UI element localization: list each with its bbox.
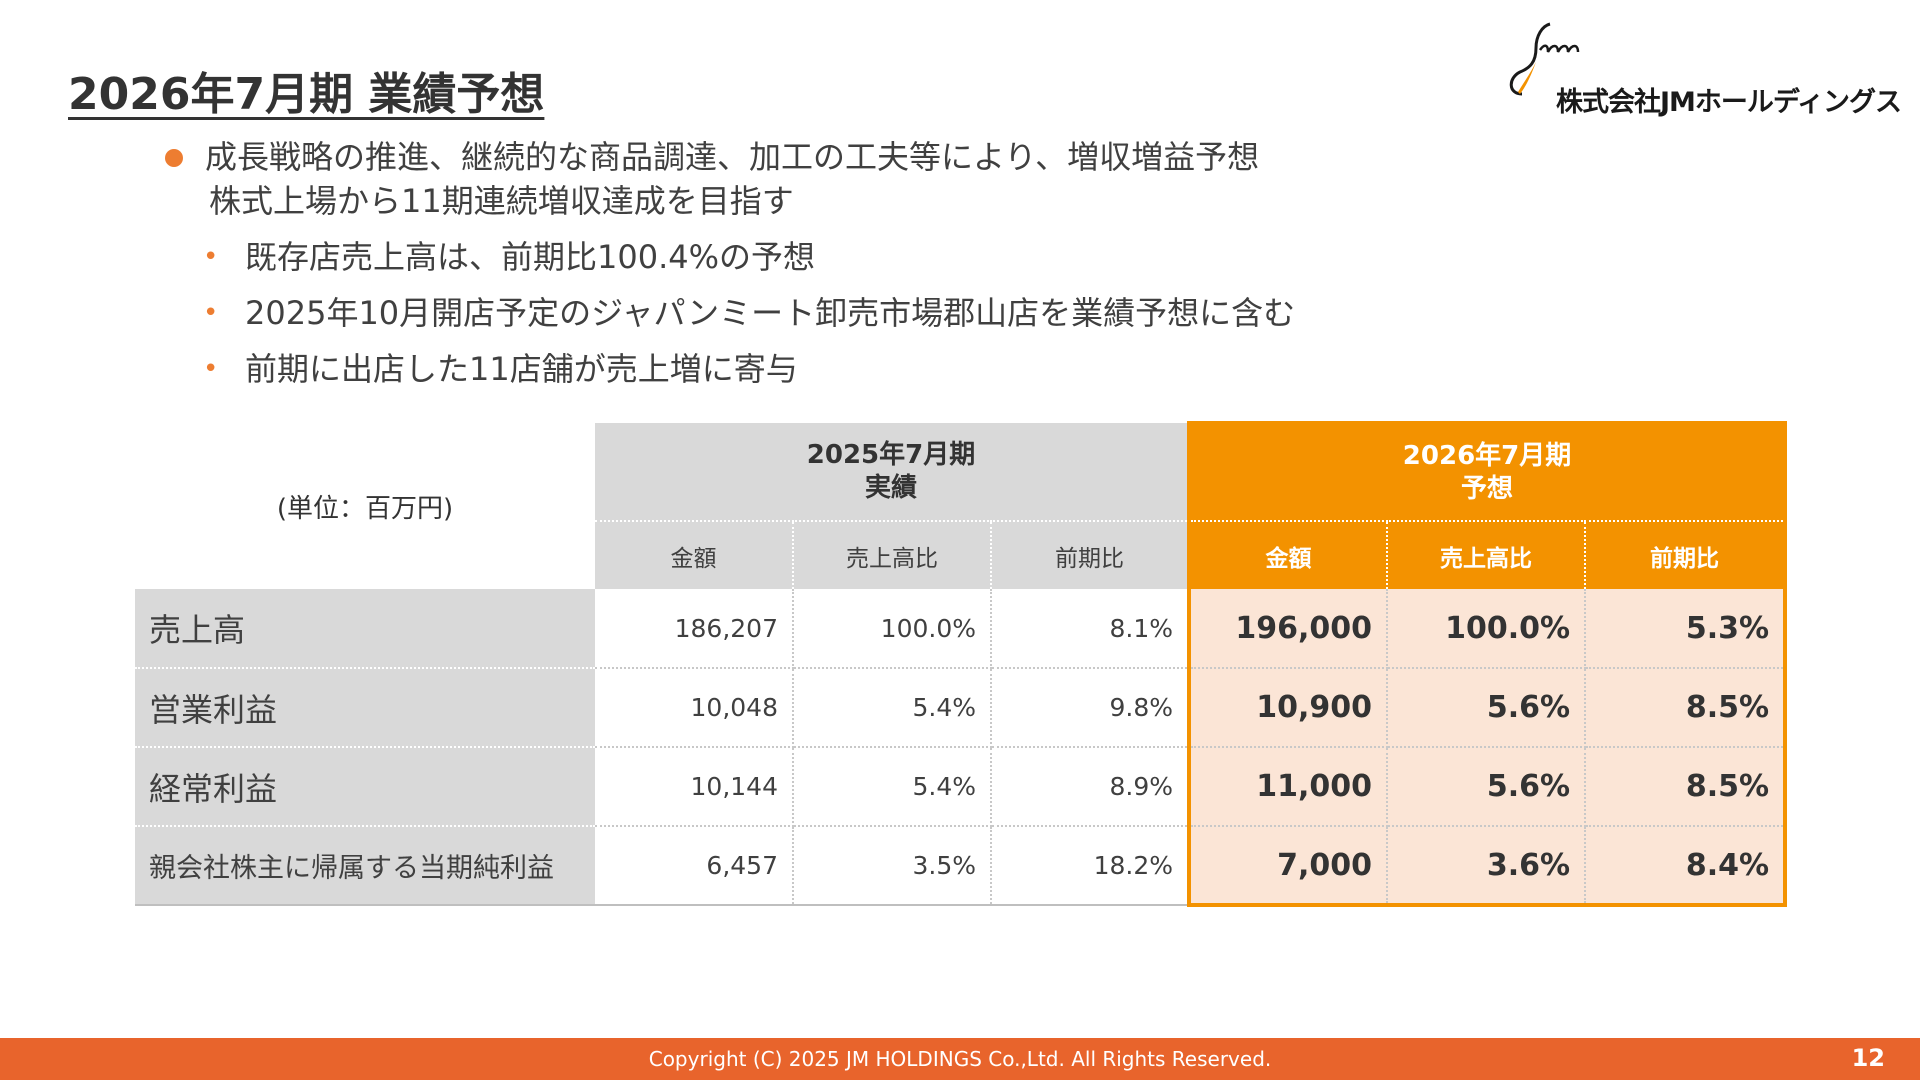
- table-row: 営業利益 10,048 5.4% 9.8% 10,900 5.6% 8.5%: [135, 668, 1788, 748]
- company-name: 株式会社JMホールディングス: [1556, 87, 1902, 118]
- forecast-amount: 7,000: [1187, 826, 1389, 907]
- page-number: 12: [1851, 1044, 1885, 1072]
- actual-period-label: 2025年7月期: [806, 439, 976, 470]
- actual-period-type: 実績: [865, 472, 918, 503]
- actual-sales-ratio: 3.5%: [793, 826, 992, 906]
- forecast-amount: 11,000: [1187, 747, 1389, 827]
- forecast-sales-ratio: 3.6%: [1387, 826, 1587, 907]
- sub-bullet-marker: •: [203, 242, 219, 272]
- forecast-yoy: 5.3%: [1585, 589, 1788, 669]
- row-label: 経常利益: [135, 747, 595, 827]
- page-title: 2026年7月期 業績予想: [68, 69, 545, 120]
- actual-yoy: 18.2%: [991, 826, 1191, 906]
- actual-sales-ratio: 5.4%: [793, 747, 992, 827]
- sub-bullet: • 前期に出店した11店舗が売上増に寄与: [165, 347, 1295, 391]
- row-label: 売上高: [135, 589, 595, 669]
- bullet-list: 成長戦略の推進、継続的な商品調達、加工の工夫等により、増収増益予想 株式上場から…: [165, 135, 1295, 391]
- forecast-sales-ratio: 5.6%: [1387, 747, 1587, 827]
- main-bullet-line2: 株式上場から11期連続増収達成を目指す: [209, 182, 794, 220]
- actual-amount: 186,207: [595, 589, 794, 669]
- row-label: 親会社株主に帰属する当期純利益: [135, 826, 595, 906]
- forecast-yoy: 8.5%: [1585, 747, 1788, 827]
- forecast-yoy: 8.4%: [1585, 826, 1788, 907]
- table-row: 親会社株主に帰属する当期純利益 6,457 3.5% 18.2% 7,000 3…: [135, 826, 1788, 907]
- col-header-sales-ratio: 売上高比: [793, 521, 992, 589]
- table-row: 経常利益 10,144 5.4% 8.9% 11,000 5.6% 8.5%: [135, 747, 1788, 827]
- actual-yoy: 9.8%: [991, 668, 1191, 748]
- sub-bullet-marker: •: [203, 298, 219, 328]
- forecast-amount: 10,900: [1187, 668, 1389, 748]
- sub-bullet-text: 前期に出店した11店舗が売上増に寄与: [245, 350, 798, 388]
- row-label: 営業利益: [135, 668, 595, 748]
- sub-bullet: • 既存店売上高は、前期比100.4%の予想: [165, 235, 1295, 279]
- actual-sales-ratio: 5.4%: [793, 668, 992, 748]
- col-header-sales-ratio: 売上高比: [1387, 521, 1587, 589]
- actual-yoy: 8.1%: [991, 589, 1191, 669]
- col-header-yoy: 前期比: [991, 521, 1191, 589]
- unit-label: (単位：百万円): [276, 493, 454, 524]
- actual-amount: 10,048: [595, 668, 794, 748]
- forecast-table: (単位：百万円) 2025年7月期 実績 2026年7月期 予想 金額 売上高比…: [135, 421, 1788, 907]
- copyright-text: Copyright (C) 2025 JM HOLDINGS Co.,Ltd. …: [648, 1047, 1272, 1071]
- sub-bullet-marker: •: [203, 354, 219, 384]
- sub-bullet-text: 既存店売上高は、前期比100.4%の予想: [245, 238, 816, 276]
- actual-yoy: 8.9%: [991, 747, 1191, 827]
- forecast-period-header: 2026年7月期 予想: [1187, 421, 1788, 522]
- forecast-amount: 196,000: [1187, 589, 1389, 669]
- actual-amount: 10,144: [595, 747, 794, 827]
- main-bullet-line1: 成長戦略の推進、継続的な商品調達、加工の工夫等により、増収増益予想: [205, 138, 1260, 176]
- col-header-amount: 金額: [1187, 521, 1389, 589]
- actual-period-header: 2025年7月期 実績: [595, 423, 1190, 522]
- sub-bullet-text: 2025年10月開店予定のジャパンミート卸売市場郡山店を業績予想に含む: [245, 294, 1296, 332]
- actual-amount: 6,457: [595, 826, 794, 906]
- sub-bullet: • 2025年10月開店予定のジャパンミート卸売市場郡山店を業績予想に含む: [165, 291, 1295, 335]
- jm-logo-icon: [1509, 22, 1580, 96]
- bullet-dot-icon: [165, 149, 183, 167]
- col-header-amount: 金額: [595, 521, 794, 589]
- actual-sales-ratio: 100.0%: [793, 589, 992, 669]
- table-row: 売上高 186,207 100.0% 8.1% 196,000 100.0% 5…: [135, 589, 1788, 669]
- forecast-sales-ratio: 5.6%: [1387, 668, 1587, 748]
- forecast-yoy: 8.5%: [1585, 668, 1788, 748]
- main-bullet: 成長戦略の推進、継続的な商品調達、加工の工夫等により、増収増益予想 株式上場から…: [165, 135, 1295, 223]
- footer-bar: Copyright (C) 2025 JM HOLDINGS Co.,Ltd. …: [0, 1038, 1920, 1080]
- forecast-period-type: 予想: [1461, 473, 1514, 504]
- company-logo: 株式会社JMホールディングス: [1500, 22, 1902, 122]
- forecast-sales-ratio: 100.0%: [1387, 589, 1587, 669]
- forecast-period-label: 2026年7月期: [1402, 440, 1572, 471]
- col-header-yoy: 前期比: [1585, 521, 1788, 589]
